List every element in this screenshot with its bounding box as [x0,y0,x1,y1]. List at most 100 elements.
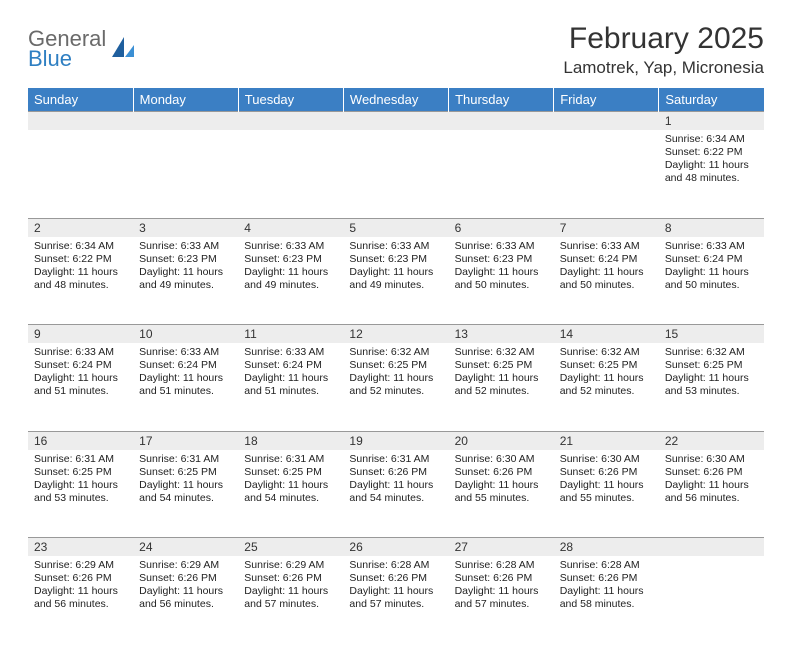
day-cell: Sunrise: 6:34 AMSunset: 6:22 PMDaylight:… [659,130,764,218]
day-cell: Sunrise: 6:33 AMSunset: 6:23 PMDaylight:… [238,237,343,325]
daylight-text: Daylight: 11 hours and 48 minutes. [665,159,758,185]
sunrise-text: Sunrise: 6:28 AM [560,559,653,572]
location: Lamotrek, Yap, Micronesia [563,58,764,78]
sunrise-text: Sunrise: 6:33 AM [665,240,758,253]
col-saturday: Saturday [659,88,764,112]
daylight-text: Daylight: 11 hours and 49 minutes. [349,266,442,292]
day-cell: Sunrise: 6:31 AMSunset: 6:25 PMDaylight:… [28,450,133,538]
sunset-text: Sunset: 6:26 PM [349,572,442,585]
daylight-text: Daylight: 11 hours and 58 minutes. [560,585,653,611]
daylight-text: Daylight: 11 hours and 53 minutes. [665,372,758,398]
sunset-text: Sunset: 6:23 PM [244,253,337,266]
day-cell: Sunrise: 6:33 AMSunset: 6:23 PMDaylight:… [449,237,554,325]
sunrise-text: Sunrise: 6:31 AM [244,453,337,466]
sunset-text: Sunset: 6:26 PM [560,572,653,585]
daylight-text: Daylight: 11 hours and 52 minutes. [349,372,442,398]
sunset-text: Sunset: 6:26 PM [665,466,758,479]
sunset-text: Sunset: 6:26 PM [244,572,337,585]
calendar-table: Sunday Monday Tuesday Wednesday Thursday… [28,88,764,644]
day-cell: Sunrise: 6:33 AMSunset: 6:24 PMDaylight:… [659,237,764,325]
sunrise-text: Sunrise: 6:28 AM [349,559,442,572]
daylight-text: Daylight: 11 hours and 52 minutes. [455,372,548,398]
daylight-text: Daylight: 11 hours and 50 minutes. [560,266,653,292]
col-thursday: Thursday [449,88,554,112]
sunrise-text: Sunrise: 6:30 AM [665,453,758,466]
day-number-cell: 10 [133,325,238,344]
sunrise-text: Sunrise: 6:31 AM [139,453,232,466]
day-number-cell: 15 [659,325,764,344]
daylight-text: Daylight: 11 hours and 57 minutes. [455,585,548,611]
day-cell: Sunrise: 6:31 AMSunset: 6:26 PMDaylight:… [343,450,448,538]
sunrise-text: Sunrise: 6:29 AM [139,559,232,572]
day-number-cell: 25 [238,538,343,557]
sunrise-text: Sunrise: 6:32 AM [665,346,758,359]
daylight-text: Daylight: 11 hours and 54 minutes. [349,479,442,505]
page-header: General Blue February 2025 Lamotrek, Yap… [28,22,764,78]
daynum-row: 9101112131415 [28,325,764,344]
sunset-text: Sunset: 6:22 PM [34,253,127,266]
sunrise-text: Sunrise: 6:32 AM [560,346,653,359]
day-number-cell: 26 [343,538,448,557]
daylight-text: Daylight: 11 hours and 57 minutes. [244,585,337,611]
daylight-text: Daylight: 11 hours and 49 minutes. [139,266,232,292]
daylight-text: Daylight: 11 hours and 54 minutes. [139,479,232,505]
day-cell: Sunrise: 6:32 AMSunset: 6:25 PMDaylight:… [659,343,764,431]
week-row: Sunrise: 6:31 AMSunset: 6:25 PMDaylight:… [28,450,764,538]
day-cell: Sunrise: 6:31 AMSunset: 6:25 PMDaylight:… [238,450,343,538]
day-cell [238,130,343,218]
sunrise-text: Sunrise: 6:33 AM [560,240,653,253]
sunrise-text: Sunrise: 6:32 AM [349,346,442,359]
day-cell: Sunrise: 6:28 AMSunset: 6:26 PMDaylight:… [343,556,448,644]
day-number-cell: 21 [554,431,659,450]
sunset-text: Sunset: 6:26 PM [455,466,548,479]
daylight-text: Daylight: 11 hours and 50 minutes. [665,266,758,292]
day-number-cell: 7 [554,218,659,237]
day-cell [659,556,764,644]
sunrise-text: Sunrise: 6:34 AM [665,133,758,146]
sunset-text: Sunset: 6:26 PM [560,466,653,479]
daylight-text: Daylight: 11 hours and 51 minutes. [244,372,337,398]
day-cell: Sunrise: 6:29 AMSunset: 6:26 PMDaylight:… [238,556,343,644]
day-cell: Sunrise: 6:31 AMSunset: 6:25 PMDaylight:… [133,450,238,538]
sunset-text: Sunset: 6:25 PM [455,359,548,372]
day-cell: Sunrise: 6:29 AMSunset: 6:26 PMDaylight:… [28,556,133,644]
week-row: Sunrise: 6:34 AMSunset: 6:22 PMDaylight:… [28,130,764,218]
sunset-text: Sunset: 6:25 PM [560,359,653,372]
sunrise-text: Sunrise: 6:33 AM [455,240,548,253]
sunset-text: Sunset: 6:24 PM [139,359,232,372]
daylight-text: Daylight: 11 hours and 51 minutes. [34,372,127,398]
day-cell: Sunrise: 6:33 AMSunset: 6:24 PMDaylight:… [133,343,238,431]
day-cell: Sunrise: 6:30 AMSunset: 6:26 PMDaylight:… [554,450,659,538]
sunrise-text: Sunrise: 6:28 AM [455,559,548,572]
sunrise-text: Sunrise: 6:30 AM [560,453,653,466]
daylight-text: Daylight: 11 hours and 55 minutes. [560,479,653,505]
sunset-text: Sunset: 6:24 PM [560,253,653,266]
col-monday: Monday [133,88,238,112]
sunset-text: Sunset: 6:26 PM [139,572,232,585]
sunrise-text: Sunrise: 6:31 AM [349,453,442,466]
daynum-row: 16171819202122 [28,431,764,450]
daynum-row: 232425262728 [28,538,764,557]
day-cell [554,130,659,218]
day-cell: Sunrise: 6:33 AMSunset: 6:24 PMDaylight:… [28,343,133,431]
day-number-cell: 16 [28,431,133,450]
daylight-text: Daylight: 11 hours and 56 minutes. [34,585,127,611]
day-number-cell: 19 [343,431,448,450]
daylight-text: Daylight: 11 hours and 49 minutes. [244,266,337,292]
day-number-cell: 8 [659,218,764,237]
calendar-header-row: Sunday Monday Tuesday Wednesday Thursday… [28,88,764,112]
daylight-text: Daylight: 11 hours and 54 minutes. [244,479,337,505]
sunrise-text: Sunrise: 6:30 AM [455,453,548,466]
sunrise-text: Sunrise: 6:33 AM [244,240,337,253]
sunrise-text: Sunrise: 6:29 AM [34,559,127,572]
day-cell: Sunrise: 6:33 AMSunset: 6:23 PMDaylight:… [133,237,238,325]
sunset-text: Sunset: 6:23 PM [455,253,548,266]
sunrise-text: Sunrise: 6:33 AM [139,346,232,359]
sunset-text: Sunset: 6:26 PM [349,466,442,479]
day-number-cell: 24 [133,538,238,557]
day-number-cell: 6 [449,218,554,237]
week-row: Sunrise: 6:34 AMSunset: 6:22 PMDaylight:… [28,237,764,325]
sunset-text: Sunset: 6:26 PM [455,572,548,585]
logo-text-line2: Blue [28,48,106,70]
day-number-cell [133,112,238,131]
